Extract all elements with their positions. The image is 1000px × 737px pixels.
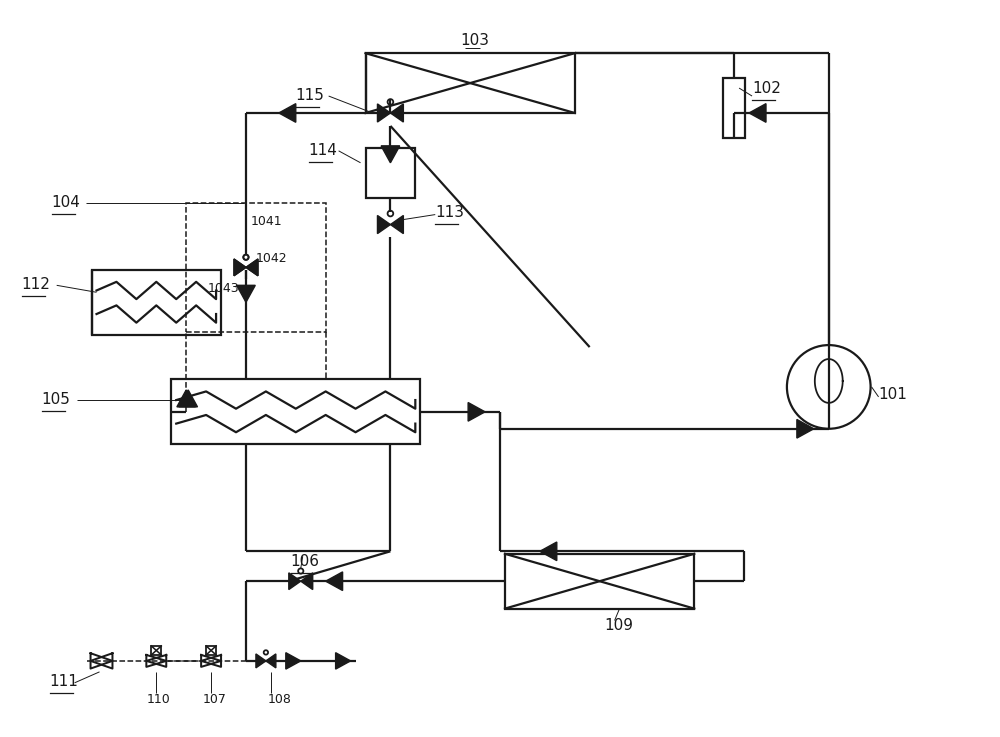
Polygon shape bbox=[390, 104, 403, 122]
Text: 102: 102 bbox=[752, 81, 781, 96]
Text: 110: 110 bbox=[146, 693, 170, 706]
Text: 104: 104 bbox=[52, 195, 81, 209]
Polygon shape bbox=[289, 573, 301, 590]
Bar bbox=[186, 203, 326, 332]
Polygon shape bbox=[390, 215, 403, 234]
Text: 108: 108 bbox=[268, 693, 292, 706]
Text: 111: 111 bbox=[50, 674, 79, 689]
Polygon shape bbox=[377, 104, 390, 122]
Bar bbox=[171, 380, 420, 444]
Polygon shape bbox=[179, 390, 197, 407]
Polygon shape bbox=[377, 215, 390, 234]
Text: 115: 115 bbox=[296, 88, 325, 103]
Text: 107: 107 bbox=[203, 693, 227, 706]
Bar bbox=[366, 148, 415, 198]
Bar bbox=[505, 553, 694, 609]
Polygon shape bbox=[381, 146, 400, 163]
Polygon shape bbox=[326, 572, 343, 590]
Text: 112: 112 bbox=[22, 277, 51, 293]
Text: 1043: 1043 bbox=[208, 282, 240, 296]
Polygon shape bbox=[256, 654, 266, 668]
Text: 101: 101 bbox=[879, 387, 907, 402]
Text: 1041: 1041 bbox=[251, 214, 283, 228]
Polygon shape bbox=[797, 419, 814, 438]
Bar bbox=[92, 270, 221, 335]
Bar bbox=[151, 646, 161, 655]
Text: 1042: 1042 bbox=[256, 252, 288, 265]
Polygon shape bbox=[237, 285, 255, 302]
Polygon shape bbox=[177, 390, 196, 407]
Bar bbox=[366, 53, 575, 113]
Polygon shape bbox=[286, 653, 301, 669]
Polygon shape bbox=[540, 542, 557, 561]
Text: 109: 109 bbox=[605, 618, 634, 634]
Bar bbox=[723, 78, 745, 138]
Bar bbox=[206, 646, 216, 655]
Polygon shape bbox=[749, 104, 766, 122]
Text: 113: 113 bbox=[435, 205, 464, 220]
Polygon shape bbox=[468, 402, 485, 421]
Text: 103: 103 bbox=[460, 33, 489, 48]
Polygon shape bbox=[266, 654, 276, 668]
Polygon shape bbox=[234, 259, 246, 276]
Polygon shape bbox=[301, 573, 313, 590]
Text: 114: 114 bbox=[309, 143, 338, 158]
Polygon shape bbox=[246, 259, 258, 276]
Text: 106: 106 bbox=[291, 554, 320, 569]
Polygon shape bbox=[234, 259, 246, 276]
Polygon shape bbox=[336, 653, 351, 669]
Text: 105: 105 bbox=[42, 392, 71, 407]
Polygon shape bbox=[279, 104, 296, 122]
Polygon shape bbox=[246, 259, 258, 276]
